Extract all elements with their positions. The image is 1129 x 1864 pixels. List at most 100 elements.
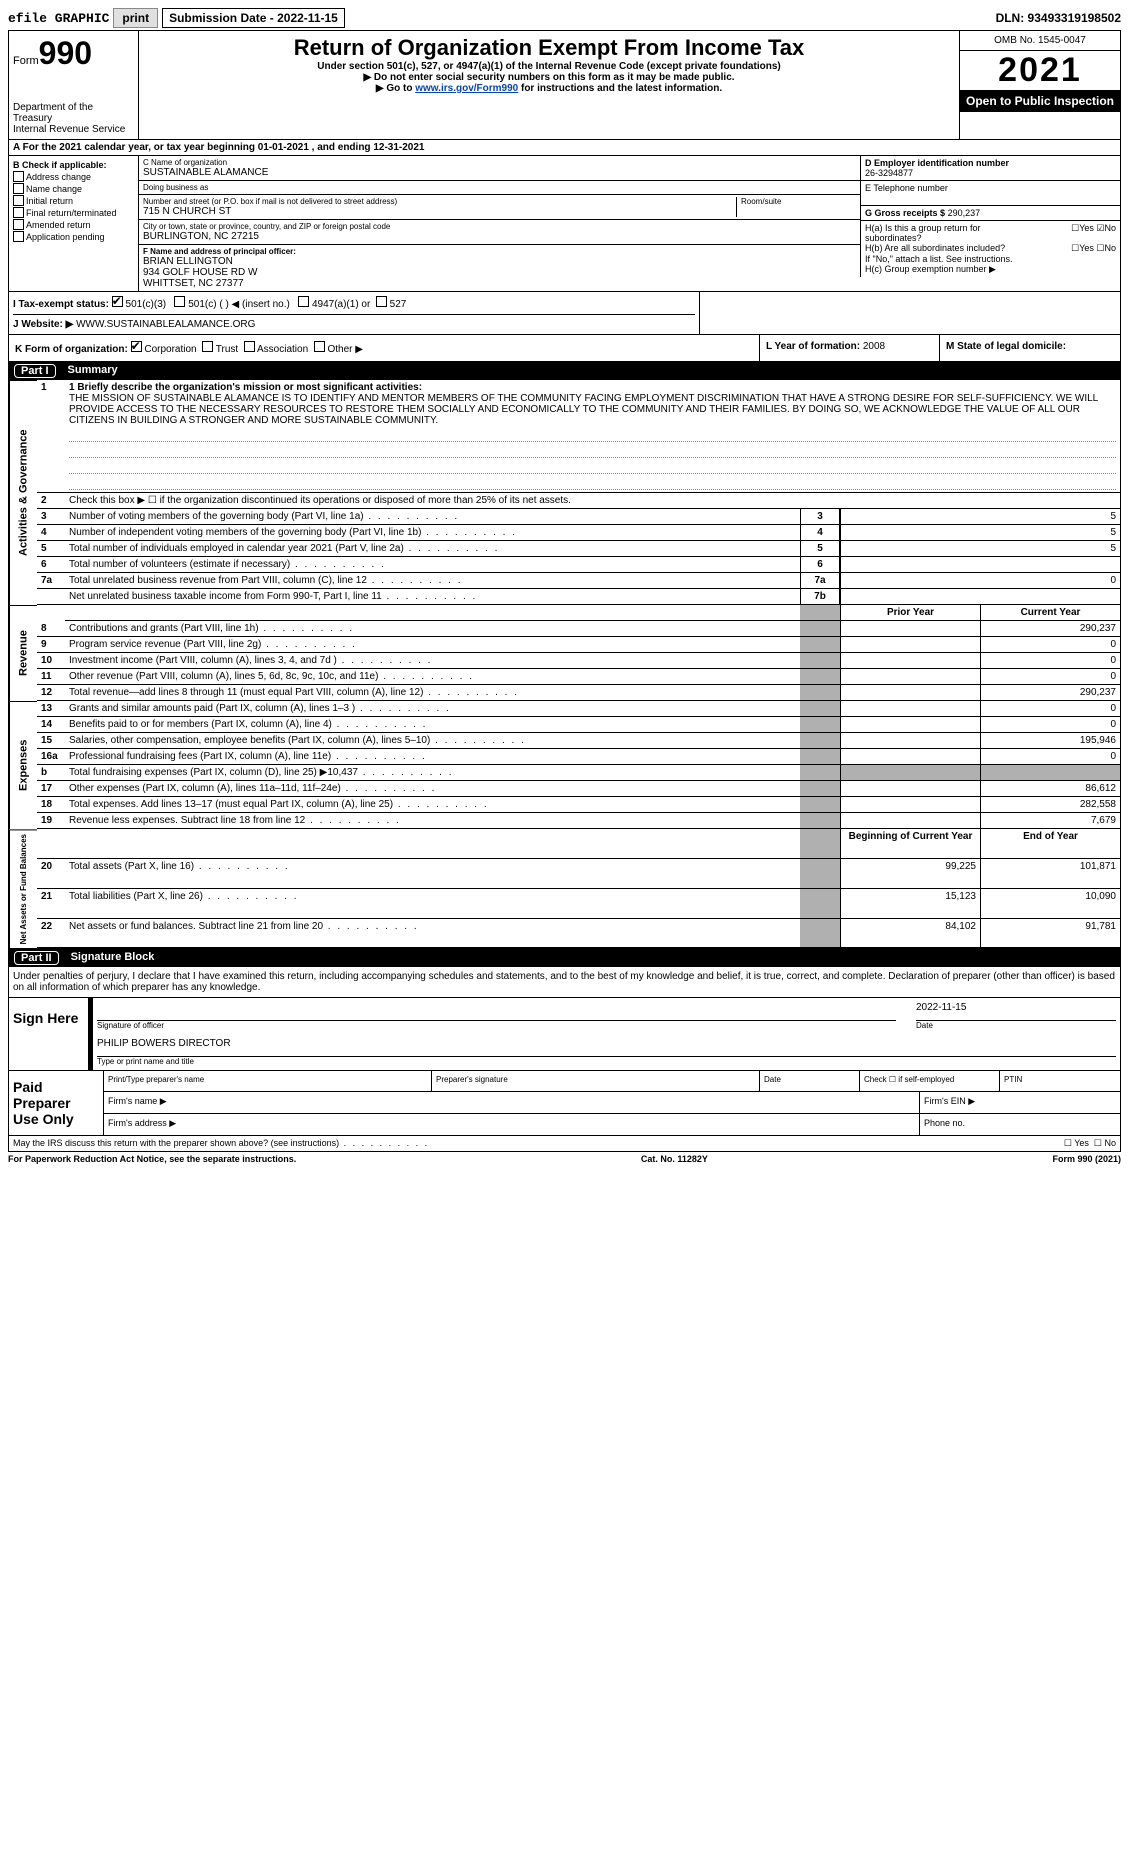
city-row: City or town, state or province, country… — [139, 220, 860, 245]
line12-curr: 290,237 — [980, 685, 1120, 701]
line22-prior: 84,102 — [840, 919, 980, 949]
form-instr2: ▶ Go to www.irs.gov/Form990 for instruct… — [143, 83, 955, 94]
part2-no: Part II — [14, 951, 59, 965]
l-label: L Year of formation: — [766, 341, 860, 352]
paid-row1: Print/Type preparer's name Preparer's si… — [104, 1071, 1120, 1091]
line12-prior — [840, 685, 980, 701]
line-ij: I Tax-exempt status: 501(c)(3) 501(c) ( … — [8, 292, 1121, 335]
line14-desc: Benefits paid to or for members (Part IX… — [65, 717, 800, 733]
line11-num: 11 — [37, 669, 65, 685]
line21-prior: 15,123 — [840, 889, 980, 919]
line18-prior — [840, 797, 980, 813]
line7a-desc: Total unrelated business revenue from Pa… — [65, 573, 800, 589]
rot-expenses: Expenses — [9, 701, 37, 829]
chk-501c[interactable] — [174, 296, 185, 307]
line16a-desc: Professional fundraising fees (Part IX, … — [65, 749, 800, 765]
mission-cell: 1 Briefly describe the organization's mi… — [65, 380, 1120, 493]
line22-desc: Net assets or fund balances. Subtract li… — [65, 919, 800, 949]
line9-num: 9 — [37, 637, 65, 653]
addr-value: 715 N CHURCH ST — [143, 206, 736, 217]
prior-year-hdr: Prior Year — [840, 605, 980, 621]
line6-box: 6 — [800, 557, 840, 573]
form-word: Form — [13, 55, 39, 67]
col-c: C Name of organization SUSTAINABLE ALAMA… — [139, 156, 860, 291]
chk-501c3[interactable] — [112, 296, 123, 307]
omb-number: OMB No. 1545-0047 — [960, 31, 1120, 51]
line10-curr: 0 — [980, 653, 1120, 669]
dba-row: Doing business as — [139, 181, 860, 195]
line7b-desc: Net unrelated business taxable income fr… — [65, 589, 800, 605]
discuss-yesno: ☐ Yes ☐ No — [1064, 1138, 1116, 1149]
line5-val: 5 — [840, 541, 1120, 557]
line6-val — [840, 557, 1120, 573]
room-label: Room/suite — [741, 197, 856, 206]
chk-527[interactable] — [376, 296, 387, 307]
paid-row2: Firm's name ▶ Firm's EIN ▶ — [104, 1092, 1120, 1114]
chk-initial-return[interactable]: Initial return — [13, 195, 134, 206]
chk-amended-return[interactable]: Amended return — [13, 219, 134, 230]
line10-prior — [840, 653, 980, 669]
rev-box-spacer — [800, 605, 840, 621]
entity-block: B Check if applicable: Address change Na… — [8, 156, 1121, 292]
chk-4947[interactable] — [298, 296, 309, 307]
line20-prior: 99,225 — [840, 859, 980, 889]
city-value: BURLINGTON, NC 27215 — [143, 231, 856, 242]
form990-link[interactable]: www.irs.gov/Form990 — [415, 83, 518, 94]
line3-desc: Number of voting members of the governin… — [65, 509, 800, 525]
officer-name-caption: Type or print name and title — [97, 1057, 1116, 1066]
line18-num: 18 — [37, 797, 65, 813]
paid-label: Paid Preparer Use Only — [9, 1071, 104, 1135]
website-row: J Website: ▶ WWW.SUSTAINABLEALAMANCE.ORG — [13, 319, 695, 330]
tax-year: 2021 — [960, 51, 1120, 90]
dept-label: Department of the Treasury Internal Reve… — [13, 102, 134, 135]
m-label: M State of legal domicile: — [946, 341, 1066, 352]
line8-curr: 290,237 — [980, 621, 1120, 637]
prep-self-hdr: Check ☐ if self-employed — [860, 1071, 1000, 1090]
line3-box: 3 — [800, 509, 840, 525]
line3-num: 3 — [37, 509, 65, 525]
chk-address-change[interactable]: Address change — [13, 171, 134, 182]
chk-application-pending[interactable]: Application pending — [13, 231, 134, 242]
line11-box — [800, 669, 840, 685]
prep-sig-hdr: Preparer's signature — [432, 1071, 760, 1090]
line13-curr: 0 — [980, 701, 1120, 717]
line17-desc: Other expenses (Part IX, column (A), lin… — [65, 781, 800, 797]
hc-label: H(c) Group exemption number ▶ — [865, 264, 1116, 275]
top-bar: efile GRAPHIC print Submission Date - 20… — [8, 8, 1121, 28]
chk-corp[interactable] — [131, 341, 142, 352]
chk-final-return[interactable]: Final return/terminated — [13, 207, 134, 218]
net-spacer-num — [37, 829, 65, 859]
form-number: Form990 — [13, 35, 134, 72]
line15-desc: Salaries, other compensation, employee b… — [65, 733, 800, 749]
officer-signature-line[interactable] — [97, 1002, 896, 1021]
line2-num: 2 — [37, 493, 65, 509]
chk-other[interactable] — [314, 341, 325, 352]
submission-date: Submission Date - 2022-11-15 — [162, 8, 345, 28]
line7a-num: 7a — [37, 573, 65, 589]
form-header-right: OMB No. 1545-0047 2021 Open to Public In… — [960, 31, 1120, 139]
line9-desc: Program service revenue (Part VIII, line… — [65, 637, 800, 653]
line10-desc: Investment income (Part VIII, column (A)… — [65, 653, 800, 669]
form-header-left: Form990 Department of the Treasury Inter… — [9, 31, 139, 139]
lineb-curr — [980, 765, 1120, 781]
line8-num: 8 — [37, 621, 65, 637]
line7b-val — [840, 589, 1120, 605]
form-ref: Form 990 (2021) — [1052, 1154, 1121, 1164]
print-button[interactable]: print — [113, 8, 158, 28]
lineb-box — [800, 765, 840, 781]
rot-revenue: Revenue — [9, 605, 37, 701]
prep-date-hdr: Date — [760, 1071, 860, 1090]
chk-assoc[interactable] — [244, 341, 255, 352]
chk-trust[interactable] — [202, 341, 213, 352]
begin-year-hdr: Beginning of Current Year — [840, 829, 980, 859]
chk-name-change[interactable]: Name change — [13, 183, 134, 194]
line22-num: 22 — [37, 919, 65, 949]
ein-label: D Employer identification number — [865, 158, 1116, 168]
gross-cell: G Gross receipts $ 290,237 — [860, 206, 1120, 221]
line8-prior — [840, 621, 980, 637]
part1-header: Part I Summary — [8, 362, 1121, 380]
addr-row: Number and street (or P.O. box if mail i… — [139, 195, 860, 220]
line15-num: 15 — [37, 733, 65, 749]
line19-box — [800, 813, 840, 829]
line2-text: Check this box ▶ ☐ if the organization d… — [65, 493, 1120, 509]
